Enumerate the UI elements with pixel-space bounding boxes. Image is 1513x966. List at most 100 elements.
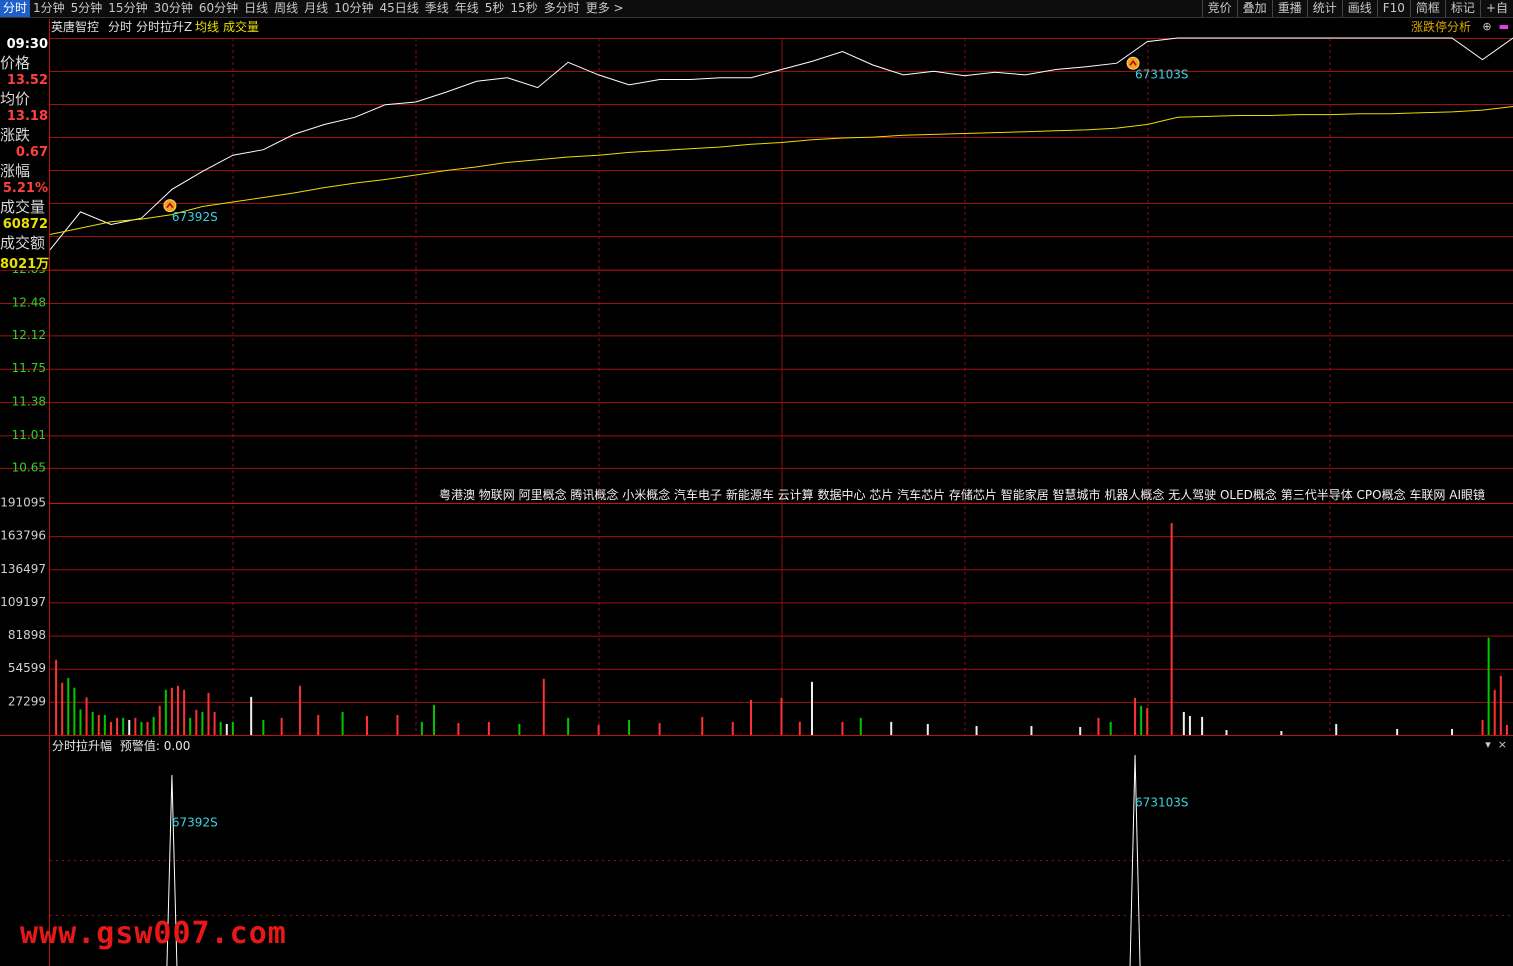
tab[interactable]: 5秒: [484, 1, 505, 15]
line: [49, 106, 1513, 235]
bar: [701, 716, 704, 735]
bar: [1079, 726, 1082, 735]
tab[interactable]: 45日线: [379, 1, 419, 15]
period: 分时: [108, 20, 133, 34]
bar: [91, 711, 94, 735]
bar: [859, 717, 862, 735]
tab[interactable]: 1分钟: [33, 1, 65, 15]
bar: [518, 723, 521, 735]
indicator-name: 分时拉升Z: [136, 20, 193, 34]
bar: [750, 699, 753, 735]
info-value: 13.18: [6, 109, 48, 124]
bar: [122, 717, 125, 735]
y-tick-label: 11.75: [12, 361, 46, 375]
concepts: 粤港澳 物联网 阿里概念 腾讯概念 小米概念 汽车电子 新能源车 云计算 数据中…: [438, 488, 1485, 502]
bar: [1280, 730, 1283, 735]
bar: [542, 678, 545, 735]
panel-icons[interactable]: ▾ ×: [1485, 738, 1507, 751]
bar: [140, 721, 143, 735]
bar: [1499, 675, 1502, 735]
indicator-header: 分时拉升幅 预警值: 0.00: [52, 737, 190, 754]
bar: [420, 721, 423, 735]
bar: [189, 717, 192, 735]
toolbar: 分时 1分钟 5分钟 15分钟 30分钟 60分钟 日线 周线 月线 10分钟 45日线 季线 年线 5秒…: [0, 0, 1513, 18]
bar: [1109, 721, 1112, 735]
indicator-title: 分时拉升幅: [52, 739, 113, 753]
toolbar-right: 竞价 叠加 重播 统计 画线 F10 简框 标记 +自: [1201, 0, 1513, 17]
info-value: 8021万: [0, 257, 50, 272]
y-tick-label: 109197: [0, 595, 46, 609]
tab[interactable]: 15秒: [510, 1, 538, 15]
bar: [213, 711, 216, 735]
bar: [225, 723, 228, 735]
bar: [1481, 719, 1484, 735]
bar: [1030, 726, 1033, 735]
spike: [1129, 754, 1141, 966]
line: [49, 37, 1513, 251]
tab[interactable]: 5分钟: [70, 1, 103, 15]
bar: [1146, 707, 1149, 735]
header-icons[interactable]: ⊕ ▬: [1482, 20, 1509, 33]
info-value: 13.52: [6, 73, 48, 88]
tab[interactable]: 月线: [304, 1, 329, 15]
bar: [73, 687, 76, 735]
y-tick-label: 11.38: [12, 395, 46, 409]
toolbar-button[interactable]: 统计: [1306, 0, 1342, 17]
y-tick-label: 12.12: [12, 328, 46, 342]
tab[interactable]: 更多 >: [585, 1, 624, 15]
toolbar-button[interactable]: +自: [1479, 0, 1513, 17]
bar: [128, 719, 131, 735]
bar: [61, 682, 64, 735]
bar: [177, 685, 180, 735]
y-tick-label: 191095: [0, 496, 46, 510]
tab[interactable]: 30分钟: [153, 1, 193, 15]
toolbar-button[interactable]: 标记: [1444, 0, 1480, 17]
link[interactable]: 涨跌停分析: [1410, 20, 1471, 34]
bar: [1225, 730, 1228, 735]
y-tick-label: 12.48: [12, 295, 46, 309]
tab[interactable]: 年线: [454, 1, 479, 15]
bar: [195, 709, 198, 735]
y-tick-label: 10.65: [12, 460, 46, 474]
y-tick-label: 136497: [0, 562, 46, 576]
annotation: 673103S: [1135, 796, 1188, 810]
bar: [341, 711, 344, 735]
bar: [975, 726, 978, 735]
bar: [628, 719, 631, 735]
bar: [926, 723, 929, 735]
bar: [658, 722, 661, 735]
tab[interactable]: 分时: [0, 0, 31, 17]
y-tick-label: 163796: [0, 529, 46, 543]
bar: [841, 721, 844, 735]
bar: [207, 692, 210, 735]
bar: [433, 704, 436, 735]
info-label: 均价: [0, 90, 31, 108]
tab[interactable]: 10分钟: [334, 1, 374, 15]
toolbar-button[interactable]: 重播: [1271, 0, 1307, 17]
legend-entry: 成交量: [223, 20, 260, 34]
tab[interactable]: 季线: [424, 1, 449, 15]
bar: [79, 709, 82, 735]
tab[interactable]: 多分时: [543, 1, 580, 15]
bar: [1505, 724, 1508, 735]
toolbar-button[interactable]: 竞价: [1201, 0, 1237, 17]
spike: [166, 774, 178, 966]
toolbar-button[interactable]: 叠加: [1236, 0, 1272, 17]
tab[interactable]: 15分钟: [108, 1, 148, 15]
tab[interactable]: 60分钟: [198, 1, 239, 15]
bar: [152, 716, 155, 735]
annotation: 67392S: [172, 210, 218, 224]
info-label: 涨跌: [0, 126, 31, 144]
bar: [1487, 637, 1490, 735]
tab[interactable]: 日线: [244, 1, 269, 15]
tab[interactable]: 周线: [274, 1, 299, 15]
toolbar-button[interactable]: 简框: [1409, 0, 1445, 17]
bar: [201, 711, 204, 735]
bar: [164, 689, 167, 735]
toolbar-button[interactable]: 画线: [1341, 0, 1377, 17]
toolbar-button[interactable]: F10: [1376, 0, 1410, 17]
bar: [731, 721, 734, 735]
